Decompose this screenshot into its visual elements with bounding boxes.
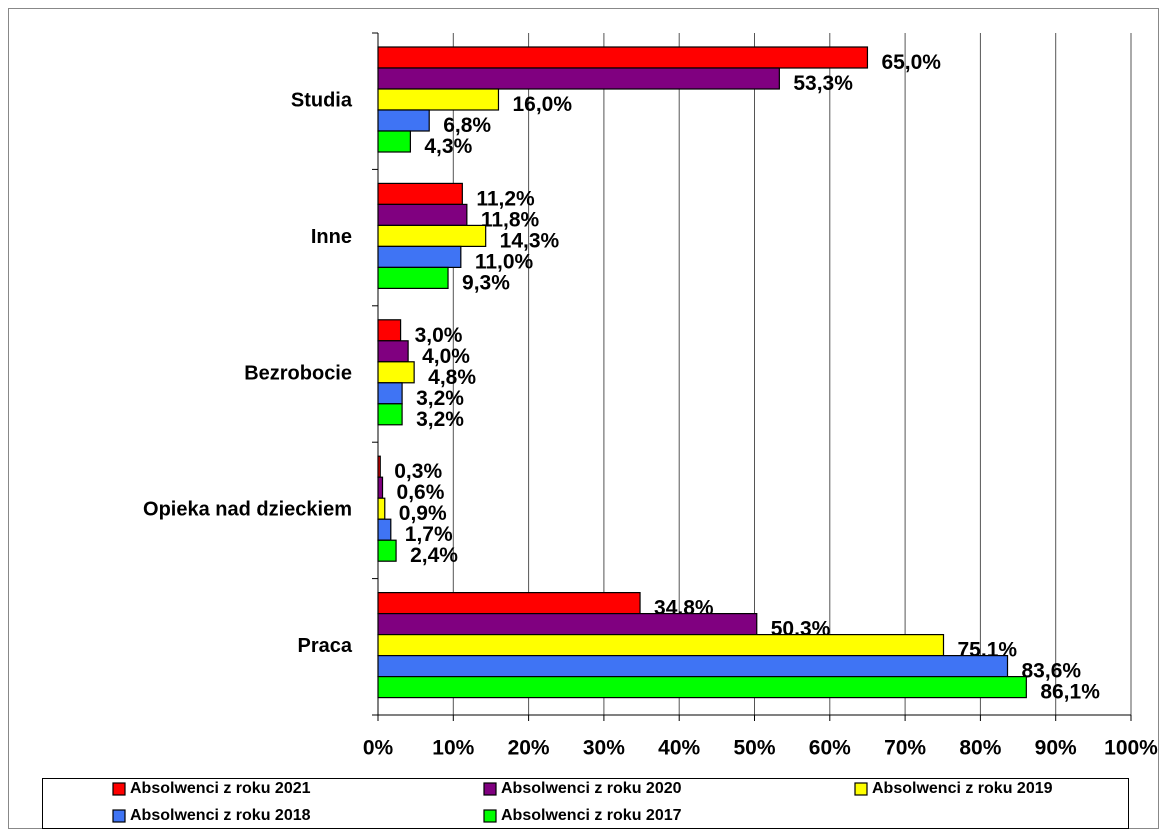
chart-border — [8, 8, 1159, 829]
x-tick-label: 10% — [432, 737, 474, 760]
y-tick-label: Praca — [298, 635, 353, 657]
bar — [377, 591, 641, 615]
data-label: 2,4% — [410, 544, 458, 567]
y-tick-label: Studia — [291, 89, 353, 111]
bar — [377, 518, 392, 541]
bar — [377, 182, 463, 205]
bar — [377, 675, 1027, 699]
bar — [377, 476, 384, 499]
data-label: 9,3% — [462, 271, 510, 294]
legend-label: Absolwenci z roku 2018 — [130, 807, 311, 824]
bar — [377, 203, 468, 226]
data-label: 3,2% — [416, 387, 464, 410]
bar — [377, 612, 758, 636]
y-tick-label: Bezrobocie — [244, 362, 352, 384]
x-tick-label: 40% — [658, 737, 700, 760]
bar — [377, 654, 1009, 678]
bar — [377, 455, 381, 478]
x-tick-label: 0% — [363, 737, 394, 760]
x-tick-label: 60% — [809, 737, 851, 760]
bar — [377, 382, 403, 405]
bar — [377, 109, 430, 132]
legend-marker — [483, 782, 497, 796]
bar — [377, 245, 462, 268]
bar — [377, 266, 449, 289]
bar — [377, 633, 945, 657]
data-label: 11,0% — [475, 250, 534, 273]
bar — [377, 67, 780, 90]
data-label: 11,8% — [481, 208, 540, 231]
bar — [377, 340, 409, 363]
data-label: 3,0% — [415, 324, 463, 347]
legend-box — [42, 778, 1129, 829]
bar — [377, 539, 397, 562]
data-label: 53,3% — [793, 72, 853, 95]
data-label: 4,8% — [428, 366, 476, 389]
bar — [377, 497, 386, 520]
data-label: 86,1% — [1040, 681, 1100, 704]
data-label: 16,0% — [512, 93, 572, 116]
data-label: 83,6% — [1022, 660, 1082, 683]
data-label: 1,7% — [405, 523, 453, 546]
x-tick-label: 70% — [884, 737, 926, 760]
legend-label: Absolwenci z roku 2021 — [130, 780, 311, 797]
bar — [377, 403, 403, 426]
data-label: 3,2% — [416, 408, 464, 431]
y-tick-label: Opieka nad dzieckiem — [143, 499, 352, 521]
legend-label: Absolwenci z roku 2019 — [872, 780, 1053, 797]
data-label: 4,3% — [424, 135, 472, 158]
bar — [377, 224, 487, 247]
data-label: 4,0% — [422, 345, 470, 368]
data-label: 65,0% — [881, 51, 941, 74]
x-tick-label: 90% — [1035, 737, 1077, 760]
y-tick-label: Inne — [311, 226, 352, 248]
legend-marker — [112, 782, 126, 796]
bar — [377, 130, 411, 153]
data-label: 6,8% — [443, 114, 491, 137]
data-label: 0,3% — [394, 460, 442, 483]
data-label: 0,9% — [399, 502, 447, 525]
legend-label: Absolwenci z roku 2020 — [501, 780, 682, 797]
bar — [377, 88, 500, 111]
legend-label: Absolwenci z roku 2017 — [501, 807, 682, 824]
x-tick-label: 100% — [1104, 737, 1158, 760]
data-label: 11,2% — [476, 187, 535, 210]
data-label: 0,6% — [397, 481, 445, 504]
bar — [377, 319, 402, 342]
legend-marker — [854, 782, 868, 796]
legend-marker — [483, 809, 497, 823]
bar — [377, 361, 415, 384]
data-label: 14,3% — [500, 229, 560, 252]
bar — [377, 46, 869, 69]
x-tick-label: 30% — [583, 737, 625, 760]
x-tick-label: 80% — [959, 737, 1001, 760]
x-tick-label: 50% — [733, 737, 775, 760]
legend-marker — [112, 809, 126, 823]
x-tick-label: 20% — [508, 737, 550, 760]
